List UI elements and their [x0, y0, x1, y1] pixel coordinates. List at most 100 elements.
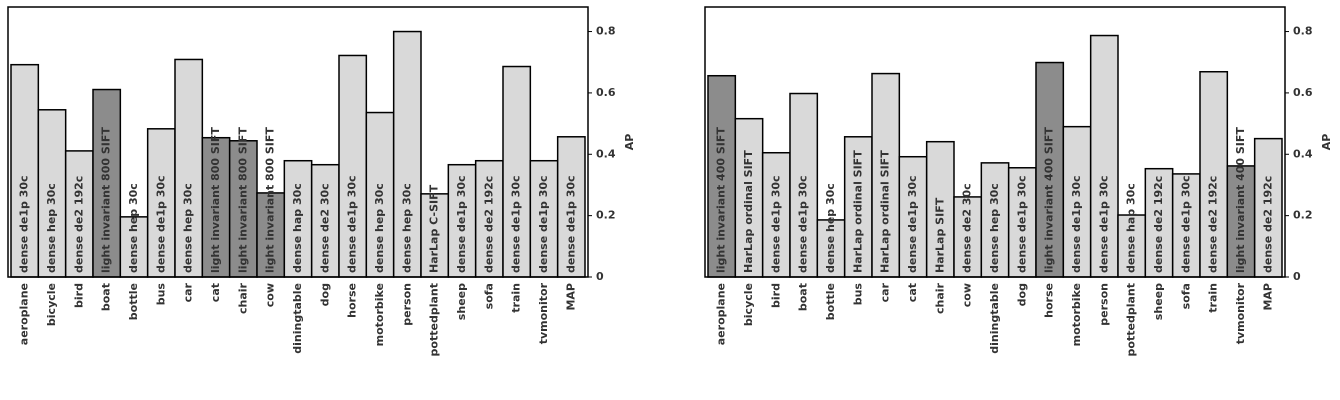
- y-tick-label: 0: [1293, 270, 1301, 283]
- x-tick-label: horse: [1043, 283, 1056, 318]
- x-tick-label: pottedplant: [428, 283, 441, 356]
- x-tick-label: chair: [933, 282, 946, 314]
- y-tick-label: 0.2: [1293, 209, 1313, 222]
- bar: [816, 219, 846, 278]
- bar-label: dense hep 30c: [824, 183, 837, 273]
- bar-label: HarLap C-SIFT: [428, 184, 441, 273]
- bar-label: dense de1p 30c: [346, 175, 359, 273]
- plot-frame: [7, 6, 589, 278]
- x-tick-label: boat: [797, 283, 810, 311]
- x-tick-label: car: [879, 282, 892, 302]
- bar: [146, 128, 176, 278]
- x-tick-label: sofa: [482, 283, 495, 309]
- bar: [734, 117, 764, 278]
- bar: [1062, 125, 1092, 278]
- bar: [92, 88, 122, 278]
- x-tick-label: sofa: [1179, 283, 1192, 309]
- x-tick-label: aeroplane: [715, 283, 728, 345]
- bar: [420, 193, 450, 278]
- bar-label: light invariant 400 SIFT: [715, 127, 728, 273]
- x-tick-label: horse: [346, 283, 359, 318]
- bar-label: dense hep 30c: [182, 183, 195, 273]
- bar-label: dense de1p 30c: [537, 175, 550, 273]
- x-tick-label: sheep: [455, 283, 468, 320]
- bar-label: dense hap 30c: [1125, 183, 1138, 273]
- x-tick-label: car: [182, 282, 195, 302]
- bar-label: dense de2 30c: [318, 183, 331, 273]
- bar-label: dense hep 30c: [373, 183, 386, 273]
- bar: [925, 140, 955, 278]
- bar-label: dense hep 30c: [45, 183, 58, 273]
- y-axis-label: AP: [1320, 134, 1333, 151]
- bar: [201, 136, 231, 278]
- x-tick-label: diningtable: [988, 283, 1001, 354]
- y-tick-label: 0: [596, 270, 604, 283]
- bar-label: dense de1p 30c: [1070, 175, 1083, 273]
- bar-label: dense de1p 30c: [1179, 175, 1192, 273]
- bar: [529, 159, 559, 278]
- bar: [898, 155, 928, 278]
- bar: [502, 65, 532, 278]
- y-tick-label: 0.6: [596, 86, 616, 99]
- y-tick-label: 0.2: [596, 209, 616, 222]
- bar-label: light invariant 800 SIFT: [236, 127, 249, 273]
- bar-label: light invariant 800 SIFT: [209, 127, 222, 273]
- bar-label: dense de2 192c: [482, 176, 495, 273]
- bar: [256, 192, 286, 278]
- bar: [1253, 137, 1283, 278]
- x-tick-label: bicycle: [742, 283, 755, 326]
- bar-label: dense de1p 30c: [510, 175, 523, 273]
- bar-label: dense de1p 30c: [797, 175, 810, 273]
- y-tick-label: 0.8: [1293, 25, 1313, 38]
- plot-frame: [704, 6, 1286, 278]
- bar: [1117, 214, 1147, 278]
- y-tick-label: 0.4: [1293, 147, 1313, 160]
- bar-label: HarLap ordinal SIFT: [742, 150, 755, 273]
- bar-label: dense de1p 30c: [18, 175, 31, 273]
- x-tick-label: bird: [72, 283, 85, 308]
- x-tick-label: bicycle: [45, 283, 58, 326]
- x-tick-label: bottle: [127, 283, 140, 320]
- bar: [10, 63, 40, 278]
- x-tick-label: chair: [236, 282, 249, 314]
- x-tick-label: pottedplant: [1125, 283, 1138, 356]
- bar: [1089, 34, 1119, 278]
- y-tick-label: 0.4: [596, 147, 616, 160]
- x-tick-label: MAP: [564, 283, 577, 311]
- x-tick-label: cow: [961, 283, 974, 307]
- bar: [980, 162, 1010, 278]
- x-tick-label: diningtable: [291, 283, 304, 354]
- x-tick-label: dog: [1015, 283, 1028, 306]
- bar-label: dense de1p 30c: [769, 175, 782, 273]
- x-tick-label: person: [1097, 283, 1110, 326]
- x-tick-label: boat: [100, 283, 113, 311]
- bar-label: light invariant 800 SIFT: [100, 127, 113, 273]
- x-tick-label: train: [510, 283, 523, 313]
- bar-label: dense de1p 30c: [1097, 175, 1110, 273]
- bar-label: dense hep 30c: [988, 183, 1001, 273]
- bar-label: dense hep 30c: [127, 183, 140, 273]
- bar-label: dense de2 192c: [1207, 176, 1220, 273]
- x-tick-label: cat: [906, 283, 919, 302]
- bar-label: light invariant 800 SIFT: [264, 127, 277, 273]
- bar: [447, 163, 477, 278]
- bar-label: dense de2 192c: [1261, 176, 1274, 273]
- bar-label: dense de1p 30c: [455, 175, 468, 273]
- bar-label: light invariant 400 SIFT: [1043, 127, 1056, 273]
- x-tick-label: sheep: [1152, 283, 1165, 320]
- bar: [556, 136, 586, 278]
- y-axis-label: AP: [623, 134, 636, 151]
- bar: [1035, 61, 1065, 278]
- bar-label: HarLap ordinal SIFT: [851, 150, 864, 273]
- bar-label: dense hap 30c: [291, 183, 304, 273]
- bar-label: dense de2 192c: [1152, 176, 1165, 273]
- x-tick-label: aeroplane: [18, 283, 31, 345]
- y-tick-label: 0.6: [1293, 86, 1313, 99]
- bar: [1199, 70, 1229, 278]
- x-tick-label: MAP: [1261, 283, 1274, 311]
- x-tick-label: tvmonitor: [1234, 282, 1247, 344]
- x-tick-label: person: [400, 283, 413, 326]
- bar-label: dense de1p 30c: [154, 175, 167, 273]
- bar-label: HarLap SIFT: [933, 197, 946, 273]
